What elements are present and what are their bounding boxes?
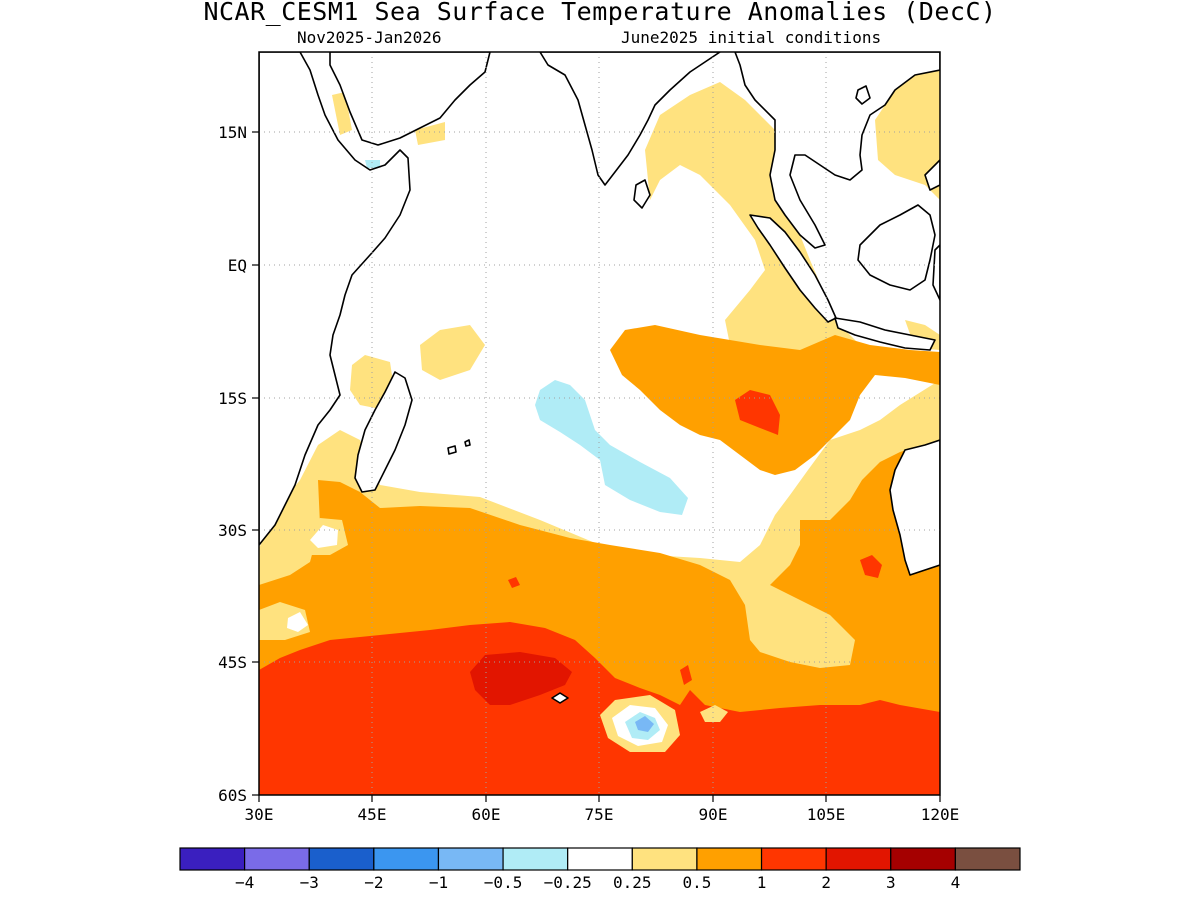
lon-label: 45E [358, 805, 387, 824]
colorbar-label: 0.5 [682, 873, 711, 892]
lon-label: 90E [699, 805, 728, 824]
anomaly-region-3-south [470, 652, 572, 705]
anomaly-region-neutral-sw-hole [310, 525, 338, 548]
colorbar-label: −0.25 [544, 873, 592, 892]
anomaly-region-0p5-gulf-of-aden [415, 122, 445, 145]
lon-label: 120E [921, 805, 960, 824]
colorbar-label: 4 [951, 873, 961, 892]
anomaly-region-2-south [259, 622, 940, 795]
lon-label: 30E [245, 805, 274, 824]
anomaly-region-neutral-sw-hole2 [287, 612, 308, 632]
colorbar-swatch [502, 847, 569, 871]
mauritius-coast [447, 445, 457, 455]
arabia-coast [329, 52, 491, 146]
map-title: NCAR_CESM1 Sea Surface Temperature Anoma… [203, 0, 997, 26]
colorbar-swatch [760, 847, 827, 871]
colorbar-swatch [631, 847, 698, 871]
lat-label: 60S [218, 786, 247, 805]
colorbar-swatch [696, 847, 763, 871]
colorbar-label: −2 [364, 873, 383, 892]
lat-label: 45S [218, 653, 247, 672]
colorbar-swatch [179, 847, 246, 871]
colorbar-swatch [244, 847, 310, 871]
anomaly-region-1-indonesia [610, 325, 940, 475]
anomaly-region-minus0p25-red-sea [365, 160, 380, 168]
madagascar-coast [354, 371, 413, 493]
reunion-coast [464, 439, 471, 447]
initial-conditions: June2025 initial conditions [621, 28, 882, 47]
colorbar-label: 0.25 [613, 873, 652, 892]
lat-label: 15S [218, 389, 247, 408]
india-coast [539, 52, 721, 186]
colorbar-label: −3 [300, 873, 319, 892]
philippines-coast [924, 159, 940, 191]
colorbar-swatch [308, 847, 375, 871]
axis-ticks [252, 131, 941, 802]
sumatra-coast [749, 214, 837, 323]
colorbar-swatch [567, 847, 633, 871]
lon-label: 75E [585, 805, 614, 824]
australia-coast [889, 439, 940, 576]
africa-coast [259, 52, 411, 546]
sulawesi-coast [932, 244, 940, 301]
colorbar-label: −1 [429, 873, 448, 892]
anomaly-region-minus0p25-central [535, 380, 688, 515]
colorbar-swatch [825, 847, 892, 871]
forecast-period: Nov2025-Jan2026 [297, 28, 442, 47]
hainan-coast [855, 85, 871, 105]
anomaly-region-0p5-small [700, 705, 728, 722]
colorbar-swatch [373, 847, 440, 871]
anomaly-region-0p5-red-sea [332, 92, 352, 135]
lat-label: 30S [218, 521, 247, 540]
kerguelen-coast [551, 692, 569, 704]
anomaly-region-2-central [735, 390, 780, 435]
colorbar-label: 1 [757, 873, 767, 892]
colorbar: −4 −3 −2 −1 −0.5 −0.25 0.25 0.5 1 2 3 4 [179, 847, 1021, 892]
java-coast [834, 317, 936, 351]
colorbar-label: −4 [235, 873, 254, 892]
colorbar-label: −0.5 [484, 873, 523, 892]
anomaly-region-minus1-hole [635, 716, 654, 732]
anomaly-region-2-small [680, 665, 692, 685]
anomaly-region-2-west-australia [860, 555, 882, 578]
colorbar-swatches [179, 847, 1021, 871]
anomaly-region-2-spot [508, 577, 520, 588]
lat-label: 15N [218, 123, 247, 142]
grid-lines [259, 52, 940, 795]
coastlines [259, 52, 940, 704]
colorbar-label: 2 [821, 873, 831, 892]
anomaly-region-0p5-south-china-sea [875, 65, 940, 200]
colorbar-labels: −4 −3 −2 −1 −0.5 −0.25 0.25 0.5 1 2 3 4 [235, 873, 960, 892]
colorbar-swatch [890, 847, 956, 871]
sri-lanka-coast [633, 179, 651, 209]
lon-label: 105E [807, 805, 846, 824]
lon-label: 60E [472, 805, 501, 824]
anomaly-region-0p5-bay-of-bengal [645, 82, 860, 395]
colorbar-swatch [954, 847, 1021, 871]
colorbar-label: 3 [886, 873, 896, 892]
lat-label: EQ [228, 256, 247, 275]
borneo-coast [857, 204, 936, 291]
asia-mainland-coast [734, 52, 940, 249]
anomaly-region-0p5-mascarene [420, 325, 485, 380]
colorbar-swatch [437, 847, 504, 871]
